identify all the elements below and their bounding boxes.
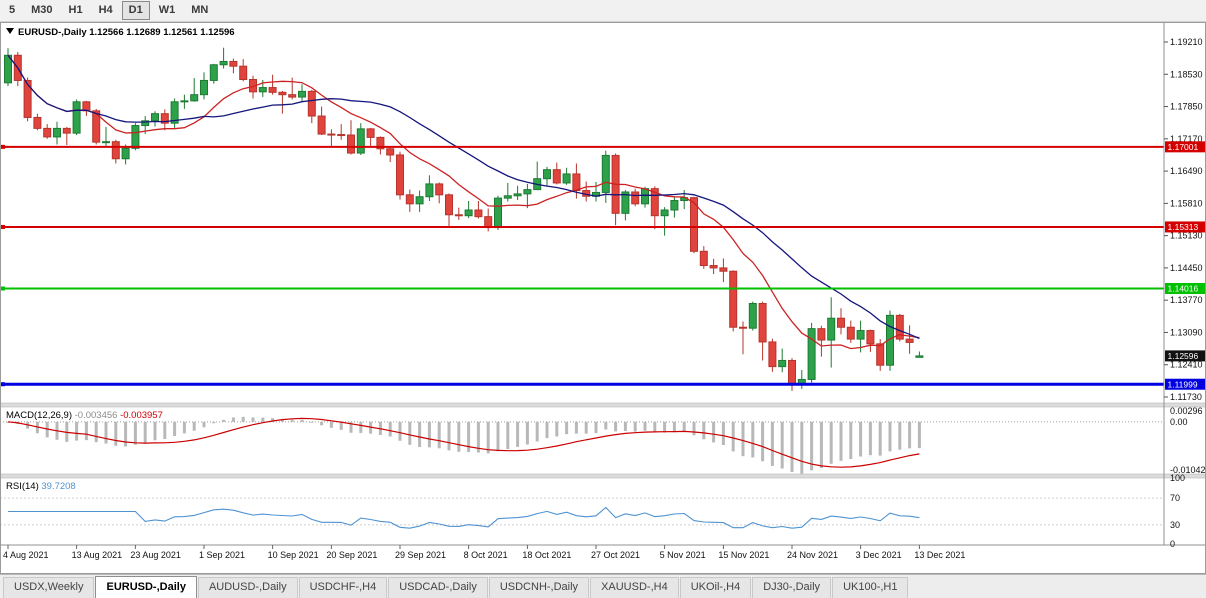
svg-text:1.19210: 1.19210: [1170, 37, 1203, 47]
svg-text:70: 70: [1170, 493, 1180, 503]
timeframe-button-m30[interactable]: M30: [31, 4, 53, 16]
timeframe-toolbar: 5 M30 H1 H4 D1 W1 MN: [0, 0, 1206, 22]
price-chart-canvas[interactable]: 1.19210 1.18530 1.17850 1.17170 1.16490 1.158…: [0, 22, 1206, 574]
svg-text:1.17001: 1.17001: [1168, 142, 1199, 152]
svg-text:10 Sep 2021: 10 Sep 2021: [268, 550, 319, 560]
svg-text:1.14450: 1.14450: [1170, 263, 1203, 273]
svg-text:1.12596: 1.12596: [1168, 351, 1199, 361]
svg-text:5 Nov 2021: 5 Nov 2021: [660, 550, 706, 560]
horizontal-level-lines[interactable]: [0, 144, 1164, 387]
chart-tab-usdcnh-daily[interactable]: USDCNH-,Daily: [488, 577, 590, 598]
macd-panel: [0, 416, 1164, 474]
svg-text:15 Nov 2021: 15 Nov 2021: [718, 550, 769, 560]
chart-tab-audusd-daily[interactable]: AUDUSD-,Daily: [197, 577, 298, 598]
timeframe-button-mn[interactable]: MN: [191, 4, 209, 16]
timeframe-button-d1[interactable]: D1: [121, 1, 150, 20]
svg-text:1.16490: 1.16490: [1170, 166, 1203, 176]
symbol-quote-line: EURUSD-,Daily 1.12566 1.12689 1.12561 1.…: [6, 27, 235, 38]
svg-text:1.15313: 1.15313: [1168, 222, 1199, 232]
svg-text:18 Oct 2021: 18 Oct 2021: [522, 550, 571, 560]
svg-text:20 Sep 2021: 20 Sep 2021: [326, 550, 377, 560]
chart-tab-uk100-h1[interactable]: UK100-,H1: [832, 577, 909, 598]
macd-indicator-label: MACD(12,26,9) -0.003456 -0.003957: [6, 410, 163, 421]
svg-text:0.00: 0.00: [1170, 417, 1188, 427]
svg-text:8 Oct 2021: 8 Oct 2021: [464, 550, 508, 560]
svg-text:13 Aug 2021: 13 Aug 2021: [72, 550, 123, 560]
svg-text:27 Oct 2021: 27 Oct 2021: [591, 550, 640, 560]
svg-text:1.14016: 1.14016: [1168, 284, 1199, 294]
chart-window[interactable]: 1.19210 1.18530 1.17850 1.17170 1.16490 1.158…: [0, 22, 1206, 574]
svg-text:3 Dec 2021: 3 Dec 2021: [856, 550, 902, 560]
svg-text:23 Aug 2021: 23 Aug 2021: [130, 550, 181, 560]
svg-text:0.00296: 0.00296: [1170, 406, 1203, 416]
moving-average-lines: [7, 54, 920, 350]
svg-text:1.12410: 1.12410: [1170, 360, 1203, 370]
svg-text:100: 100: [1170, 473, 1185, 483]
svg-text:1.11999: 1.11999: [1168, 379, 1198, 389]
svg-text:1.15130: 1.15130: [1170, 231, 1203, 241]
svg-text:1.11730: 1.11730: [1170, 392, 1202, 402]
chart-tab-dj30-daily[interactable]: DJ30-,Daily: [752, 577, 832, 598]
svg-text:1.18530: 1.18530: [1170, 69, 1203, 79]
price-panel[interactable]: [0, 47, 1164, 391]
svg-text:30: 30: [1170, 520, 1180, 530]
timeframe-button-5[interactable]: 5: [9, 4, 16, 16]
svg-text:4 Aug 2021: 4 Aug 2021: [3, 550, 49, 560]
candlestick-series: [4, 47, 924, 391]
svg-text:1.17850: 1.17850: [1170, 102, 1203, 112]
timeframe-button-h4[interactable]: H4: [98, 4, 113, 16]
svg-text:1.13770: 1.13770: [1170, 295, 1203, 305]
svg-text:EURUSD-,Daily 1.12566 1.12689: EURUSD-,Daily 1.12566 1.12689 1.12561 1.…: [18, 27, 235, 38]
date-axis[interactable]: 4 Aug 2021 13 Aug 2021 23 Aug 2021 1 Sep 20…: [3, 545, 965, 560]
timeframe-button-h1[interactable]: H1: [68, 4, 83, 16]
timeframe-button-w1[interactable]: W1: [158, 4, 176, 16]
chart-tab-eurusd-daily[interactable]: EURUSD-,Daily: [95, 576, 197, 598]
panel-separator[interactable]: [0, 402, 1206, 408]
chart-tab-usdchf-h4[interactable]: USDCHF-,H4: [298, 577, 388, 598]
chart-tab-usdx-weekly[interactable]: USDX,Weekly: [3, 577, 95, 598]
chart-tab-xauusd-h4[interactable]: XAUUSD-,H4: [590, 577, 679, 598]
chart-tab-ukoil-h4[interactable]: UKOil-,H4: [679, 577, 752, 598]
svg-text:-0.01042: -0.01042: [1170, 465, 1206, 475]
svg-text:13 Dec 2021: 13 Dec 2021: [914, 550, 965, 560]
chart-tab-usdcad-daily[interactable]: USDCAD-,Daily: [388, 577, 488, 598]
svg-text:1.13090: 1.13090: [1170, 327, 1203, 337]
price-axis[interactable]: 1.19210 1.18530 1.17850 1.17170 1.16490 1.158…: [0, 22, 1206, 549]
chart-tabbar: USDX,Weekly EURUSD-,Daily AUDUSD-,Daily USD…: [0, 574, 1206, 598]
svg-text:0: 0: [1170, 539, 1175, 549]
panel-separator[interactable]: [0, 473, 1206, 479]
rsi-indicator-label: RSI(14) 39.7208: [6, 481, 76, 492]
svg-text:1 Sep 2021: 1 Sep 2021: [199, 550, 245, 560]
svg-text:1.15810: 1.15810: [1170, 198, 1203, 208]
svg-text:29 Sep 2021: 29 Sep 2021: [395, 550, 446, 560]
svg-text:1.17170: 1.17170: [1170, 134, 1203, 144]
rsi-panel: [0, 497, 1164, 529]
svg-text:24 Nov 2021: 24 Nov 2021: [787, 550, 838, 560]
